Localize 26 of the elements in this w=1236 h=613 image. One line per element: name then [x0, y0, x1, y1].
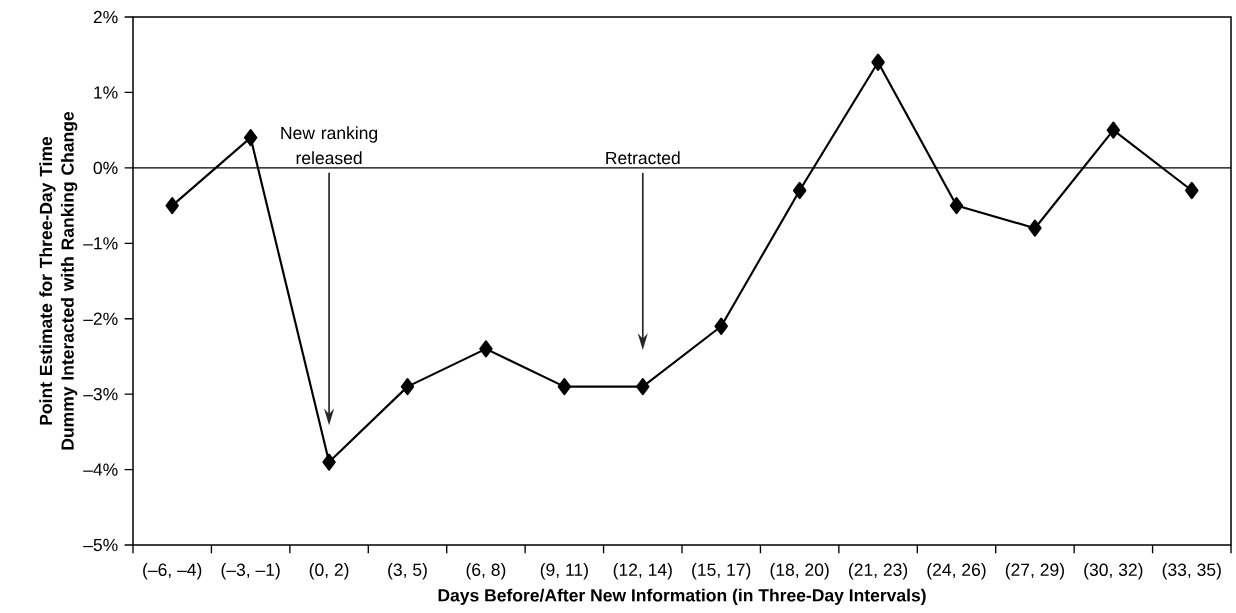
x-tick-label: (18, 20) [770, 563, 829, 580]
y-tick-label: –2% [83, 312, 118, 325]
x-tick-label: (–6, –4) [143, 563, 202, 580]
x-tick-label: (6, 8) [466, 563, 506, 580]
y-tick-label: –3% [83, 387, 118, 401]
y-tick-label: 1% [94, 86, 118, 99]
y-tick-label: 2% [93, 10, 118, 24]
y-tick-label: –1% [83, 237, 118, 250]
y-tick-label: –4% [83, 463, 118, 476]
y-axis-title: Point Estimate for Three-Day Time Dummy Interacted with Ranking Change [39, 111, 78, 450]
x-tick-label: (30, 32) [1084, 563, 1143, 580]
x-tick-label: (27, 29) [1005, 563, 1064, 580]
x-tick-label: (–3, –1) [221, 563, 280, 580]
x-axis-title: Days Before/After New Information (in Three-Day Intervals) [438, 588, 926, 605]
x-tick-label: (21, 23) [848, 563, 908, 580]
y-tick-label: –5% [83, 538, 118, 552]
x-tick-label: (33, 35) [1162, 563, 1221, 580]
annotation: New ranking released [281, 126, 378, 165]
x-tick-label: (0, 2) [309, 563, 349, 580]
annotation: Retracted [606, 151, 680, 165]
x-tick-label: (9, 11) [540, 563, 588, 580]
y-tick-label: 0% [93, 161, 118, 175]
x-tick-label: (12, 14) [613, 563, 672, 580]
x-tick-label: (3, 5) [388, 563, 427, 580]
x-tick-label: (24, 26) [927, 563, 986, 580]
x-tick-label: (15, 17) [692, 563, 751, 580]
